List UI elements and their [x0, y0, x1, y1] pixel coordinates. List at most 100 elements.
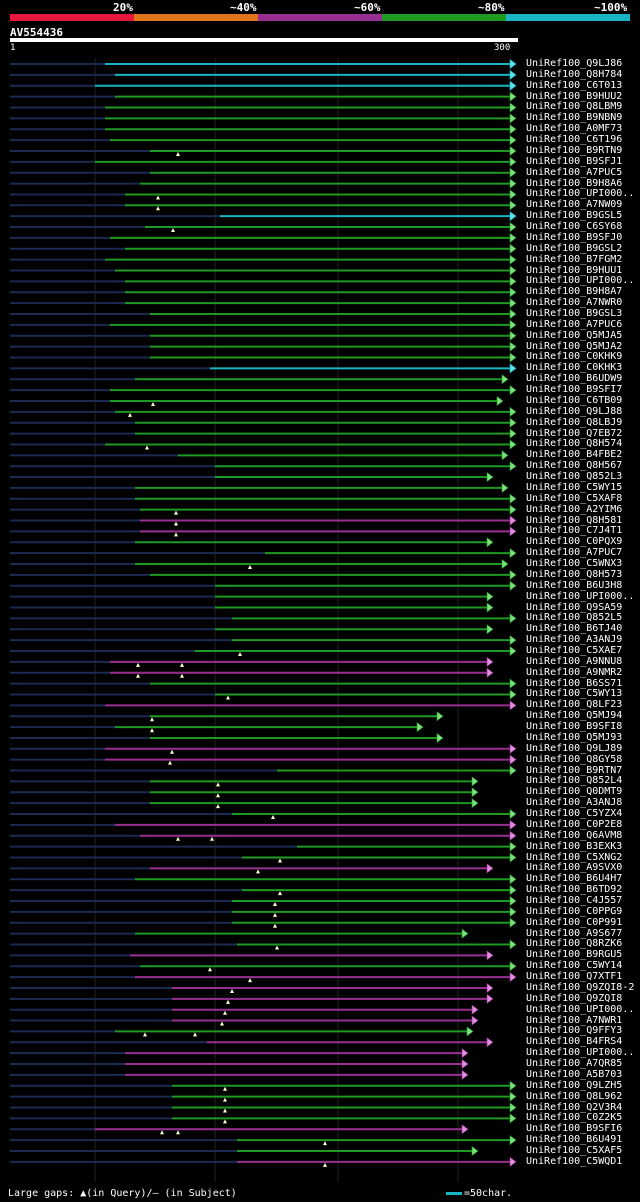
- hit-label[interactable]: UniRef100_Q8H573: [526, 568, 623, 580]
- hit-row[interactable]: [10, 732, 444, 744]
- hit-label[interactable]: UniRef100_C0P991: [526, 916, 623, 928]
- hit-row[interactable]: [10, 232, 517, 244]
- hit-label[interactable]: UniRef100_Q7XTF1: [526, 971, 623, 983]
- hit-row[interactable]: [10, 635, 517, 646]
- hit-label[interactable]: UniRef100_Q8H581: [526, 514, 623, 526]
- hit-label[interactable]: UniRef100_B6U3H8: [526, 579, 623, 591]
- hit-label[interactable]: UniRef100_C5WY14: [526, 960, 623, 972]
- hit-row[interactable]: [10, 450, 509, 461]
- hit-label[interactable]: UniRef100_C5WQD1: [526, 1155, 623, 1167]
- hit-row[interactable]: [10, 776, 479, 787]
- hit-label[interactable]: UniRef100_C0KHK3: [526, 362, 623, 374]
- hit-label[interactable]: UniRef100_C6T013: [526, 79, 623, 91]
- hit-label[interactable]: UniRef100_A7QR85: [526, 1058, 623, 1070]
- hit-label[interactable]: UniRef100_Q8H574: [526, 438, 623, 450]
- hit-row[interactable]: [10, 526, 517, 537]
- hit-label[interactable]: UniRef100_B9H8A7: [526, 286, 623, 298]
- hit-label[interactable]: UniRef100_A9S677: [526, 927, 623, 939]
- hit-row[interactable]: [10, 91, 517, 102]
- hit-row[interactable]: [10, 515, 517, 526]
- hit-row[interactable]: [10, 504, 517, 515]
- hit-row[interactable]: [10, 591, 494, 602]
- hit-label[interactable]: UniRef100_UPI000..: [526, 590, 635, 602]
- hit-label[interactable]: UniRef100_B6SS71: [526, 677, 623, 689]
- hit-row[interactable]: [10, 395, 504, 407]
- hit-row[interactable]: [10, 787, 479, 798]
- hit-row[interactable]: [10, 428, 517, 439]
- hit-label[interactable]: UniRef100_A9NNU8: [526, 655, 623, 667]
- hit-label[interactable]: UniRef100_B3EXK3: [526, 840, 623, 852]
- hit-label[interactable]: UniRef100_C5YZX4: [526, 808, 623, 820]
- hit-label[interactable]: UniRef100_Q7EB72: [526, 427, 623, 439]
- hit-label[interactable]: UniRef100_C4J557: [526, 894, 623, 906]
- hit-row[interactable]: [10, 189, 517, 200]
- hit-row[interactable]: [10, 1048, 469, 1059]
- hit-label[interactable]: UniRef100_C6TB09: [526, 394, 623, 406]
- hit-label[interactable]: UniRef100_C7J4T1: [526, 525, 623, 537]
- hit-label[interactable]: UniRef100_Q8H567: [526, 460, 623, 472]
- hit-row[interactable]: [10, 700, 517, 711]
- hit-row[interactable]: [10, 667, 494, 678]
- hit-label[interactable]: UniRef100_B6TD92: [526, 884, 623, 896]
- hit-row[interactable]: [10, 830, 517, 841]
- hit-row[interactable]: [10, 374, 509, 385]
- hit-row[interactable]: [10, 341, 517, 352]
- hit-label[interactable]: UniRef100_Q0DMT9: [526, 786, 623, 798]
- hit-row[interactable]: [10, 624, 494, 635]
- hit-label[interactable]: UniRef100_C5WY15: [526, 481, 623, 493]
- hit-label[interactable]: UniRef100_B6UDW9: [526, 373, 623, 385]
- hit-row[interactable]: [10, 298, 517, 309]
- hit-row[interactable]: [10, 917, 517, 928]
- hit-row[interactable]: [10, 808, 517, 820]
- hit-label[interactable]: UniRef100_Q9ZQI8: [526, 992, 623, 1004]
- hit-row[interactable]: [10, 885, 517, 896]
- hit-label[interactable]: UniRef100_C6SY68: [526, 221, 623, 233]
- hit-label[interactable]: UniRef100_B9SFJ0: [526, 231, 623, 243]
- hit-row[interactable]: [10, 221, 517, 233]
- hit-label[interactable]: UniRef100_B9HUU2: [526, 90, 623, 102]
- hit-row[interactable]: [10, 928, 469, 939]
- hit-row[interactable]: [10, 417, 517, 428]
- hit-row[interactable]: [10, 200, 517, 211]
- hit-label[interactable]: UniRef100_Q5MJA2: [526, 340, 623, 352]
- hit-row[interactable]: [10, 1124, 469, 1135]
- hit-row[interactable]: [10, 178, 517, 189]
- hit-row[interactable]: [10, 961, 517, 972]
- hit-label[interactable]: UniRef100_A9NMR2: [526, 666, 623, 678]
- hit-row[interactable]: [10, 537, 494, 548]
- hit-label[interactable]: UniRef100_Q5MJ94: [526, 710, 623, 722]
- hit-row[interactable]: [10, 1026, 474, 1037]
- hit-row[interactable]: [10, 406, 517, 417]
- hit-label[interactable]: UniRef100_C5XNG2: [526, 851, 623, 863]
- hit-label[interactable]: UniRef100_B9H8A6: [526, 177, 623, 189]
- hit-label[interactable]: UniRef100_B9SFJ1: [526, 155, 623, 167]
- hit-row[interactable]: [10, 841, 517, 852]
- hit-row[interactable]: [10, 167, 517, 178]
- hit-label[interactable]: UniRef100_C5WY13: [526, 688, 623, 700]
- hit-row[interactable]: [10, 798, 479, 809]
- hit-label[interactable]: UniRef100_A7NW09: [526, 199, 623, 211]
- hit-row[interactable]: [10, 754, 517, 765]
- hit-row[interactable]: [10, 243, 517, 254]
- hit-row[interactable]: [10, 102, 517, 113]
- hit-label[interactable]: UniRef100_B7FGM2: [526, 253, 623, 265]
- hit-label[interactable]: UniRef100_B6U491: [526, 1134, 623, 1146]
- hit-row[interactable]: [10, 58, 517, 70]
- hit-row[interactable]: [10, 645, 517, 657]
- hit-label[interactable]: UniRef100_UPI000..: [526, 275, 635, 287]
- hit-row[interactable]: [10, 363, 517, 374]
- hit-label[interactable]: UniRef100_Q2V3R4: [526, 1101, 623, 1113]
- hit-row[interactable]: [10, 950, 494, 961]
- hit-row[interactable]: [10, 1080, 517, 1091]
- hit-label[interactable]: UniRef100_C6T196: [526, 134, 623, 146]
- hit-row[interactable]: [10, 939, 517, 950]
- hit-row[interactable]: [10, 1015, 479, 1026]
- hit-row[interactable]: [10, 287, 517, 298]
- hit-row[interactable]: [10, 482, 509, 494]
- hit-label[interactable]: UniRef100_B6U4H7: [526, 873, 623, 885]
- hit-row[interactable]: [10, 721, 424, 733]
- hit-label[interactable]: UniRef100_Q8GY58: [526, 753, 623, 765]
- hit-label[interactable]: UniRef100_B9NBN9: [526, 112, 623, 124]
- hit-row[interactable]: [10, 471, 494, 483]
- hit-label[interactable]: UniRef100_B9HUU1: [526, 264, 623, 276]
